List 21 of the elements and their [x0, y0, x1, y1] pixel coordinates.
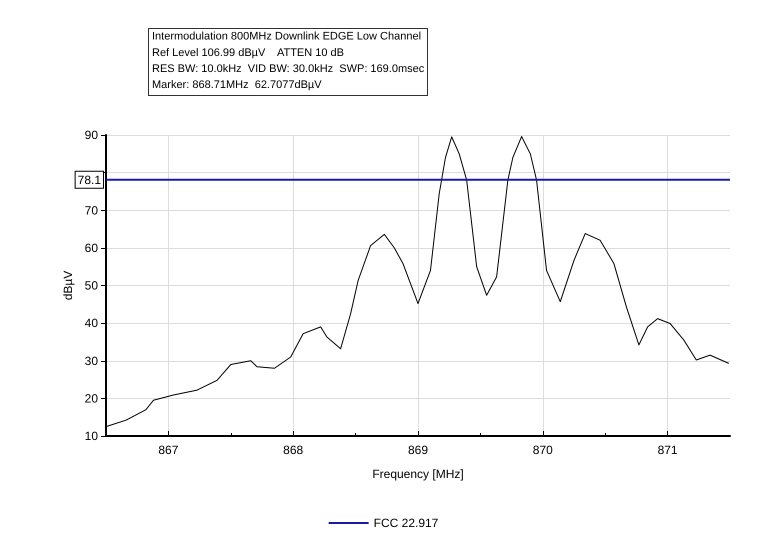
y-axis-title: dBµV: [60, 270, 75, 300]
legend-label: FCC 22.917: [374, 516, 439, 530]
y-tick-label: 40: [84, 316, 98, 330]
y-tick-label: 60: [84, 240, 98, 255]
annotation: 78.1: [78, 172, 102, 187]
x-axis-title: Frequency [MHz]: [372, 467, 464, 481]
chart-title: Intermodulation 800MHz Downlink EDGE Low Channel: [152, 30, 422, 42]
x-tick-label: 871: [658, 443, 678, 457]
text: Marker: 868.71MHz 62.7077dBµV: [152, 79, 322, 91]
text: RES BW: 10.0kHz VID BW: 30.0kHz SWP: 169.0msec: [152, 63, 425, 75]
y-tick-label: 20: [84, 391, 98, 406]
x-tick-label: 869: [408, 443, 428, 457]
x-tick-label: 870: [532, 443, 554, 457]
y-tick-label: 70: [84, 203, 98, 218]
y-tick-label: 50: [84, 278, 98, 292]
y-tick-label: 30: [84, 354, 98, 368]
x-tick-label: 868: [283, 443, 304, 457]
y-tick-label: 10: [84, 429, 98, 443]
text: Ref Level 106.99 dBµV ATTEN 10 dB: [152, 47, 344, 59]
x-tick-label: 867: [158, 443, 179, 457]
y-tick-label: 90: [84, 128, 98, 142]
